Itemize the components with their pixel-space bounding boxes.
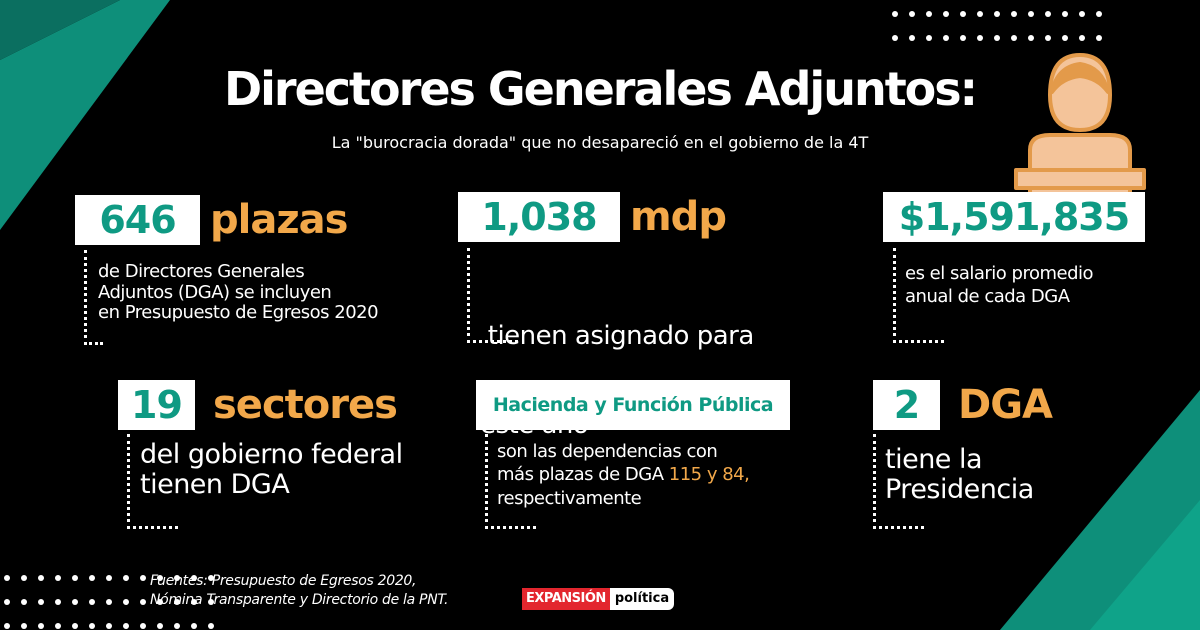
line: tienen asignado para [480,320,754,351]
dotted-bracket [127,434,178,529]
dotted-bracket [893,248,944,343]
stat-description: tiene la Presidencia [885,445,1034,504]
stat-description: son las dependencias con más plazas de D… [497,440,750,510]
line: Presidencia [885,473,1034,505]
title: Directores Generales Adjuntos: [223,62,978,116]
stat-description: del gobierno federal tienen DGA [140,440,403,499]
stat-number: Hacienda y Función Pública [476,380,790,430]
stat-unit: DGA [958,382,1053,428]
logo: EXPANSIÓN política [522,588,675,610]
line: anual de cada DGA [905,286,1070,308]
stat-number: 646 [75,195,200,245]
dotted-bracket [873,434,924,529]
stat-description: de Directores Generales Adjuntos (DGA) s… [98,261,379,324]
line: en Presupuesto de Egresos 2020 [98,302,379,324]
stat-unit: sectores [213,382,398,428]
line: tienen DGA [140,468,290,500]
logo-brand: EXPANSIÓN [522,588,610,610]
line: son las dependencias con [497,441,718,462]
highlight: 115 y 84, [668,464,750,486]
stat-number: $1,591,835 [883,192,1145,242]
line: respectivamente [497,487,642,509]
stat-description: es el salario promedio anual de cada DGA [905,262,1094,309]
stat-unit: plazas [210,197,348,243]
line: del gobierno federal [140,439,403,470]
stat-number: 1,038 [458,192,620,242]
line: más plazas de DGA 115 y 84, [497,463,750,486]
logo-section: política [609,588,675,610]
dotted-bracket [84,250,103,345]
stat-number: 2 [873,380,940,430]
stat-number: 19 [118,380,195,430]
stat-unit: mdp [630,194,727,240]
line: es el salario promedio [905,263,1094,284]
line: Nómina Transparente y Directorio de la P… [150,591,449,608]
dotted-bracket [485,434,536,529]
dotted-bracket [467,248,518,343]
line: de Directores Generales [98,261,305,282]
text: más plazas de DGA [497,464,664,486]
sources: Fuentes: Presupuesto de Egresos 2020, Nó… [150,572,448,610]
line: Fuentes: Presupuesto de Egresos 2020, [150,573,417,589]
line: Adjuntos (DGA) se incluyen [98,281,332,303]
subtitle: La "burocracia dorada" que no desapareci… [331,133,869,152]
line: tiene la [885,444,983,475]
